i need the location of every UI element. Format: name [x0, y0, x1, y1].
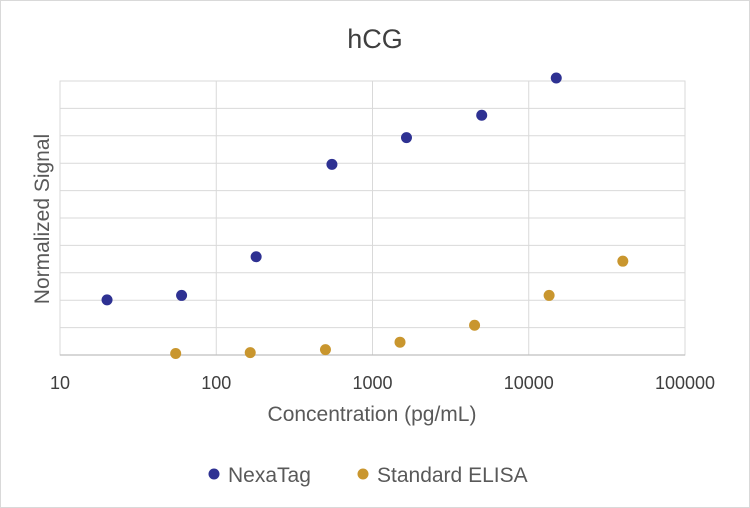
legend-label: NexaTag [228, 464, 311, 487]
x-tick-label: 10 [50, 373, 70, 393]
data-point [176, 289, 188, 301]
data-point [319, 344, 331, 356]
data-points [101, 72, 629, 360]
x-tick-label: 1000 [352, 373, 392, 393]
gridlines [59, 80, 686, 356]
data-point [400, 132, 412, 144]
data-point [469, 319, 481, 331]
legend-marker [208, 468, 220, 480]
data-point [550, 72, 562, 84]
data-point [476, 109, 488, 121]
data-point [101, 294, 113, 306]
chart-title: hCG [347, 24, 403, 54]
y-axis-title: Normalized Signal [31, 134, 54, 304]
x-tick-label: 100000 [655, 373, 715, 393]
legend: NexaTag Standard ELISA [208, 464, 528, 487]
data-point [170, 348, 182, 360]
plot-area [59, 80, 686, 356]
data-point [326, 158, 338, 170]
data-point [617, 255, 629, 267]
data-point [244, 347, 256, 359]
legend-label: Standard ELISA [377, 464, 528, 487]
x-tick-labels: 10 100 1000 10000 100000 [50, 373, 715, 393]
x-axis-title: Concentration (pg/mL) [268, 403, 477, 426]
x-tick-label: 100 [201, 373, 231, 393]
data-point [394, 336, 406, 348]
x-tick-label: 10000 [504, 373, 554, 393]
legend-marker [357, 468, 369, 480]
data-point [543, 289, 555, 301]
data-point [250, 251, 262, 263]
